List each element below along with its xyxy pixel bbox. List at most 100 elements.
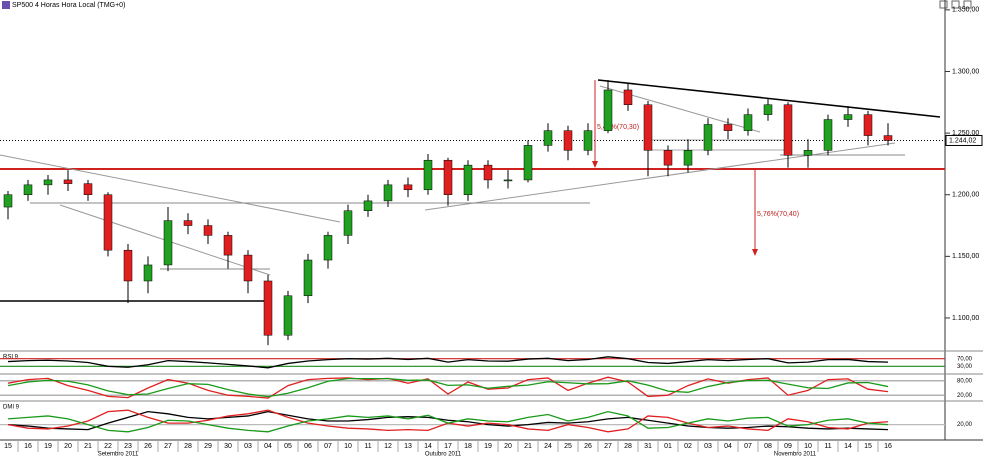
x-tick-label: 19 [484,443,492,450]
candle-body [123,249,133,282]
y-tick-label: 1.100,00 [952,315,979,322]
indicator-line [7,356,889,369]
candle-body [763,104,773,115]
x-tick-label: 05 [284,443,292,450]
x-tick-label: 30 [224,443,232,450]
x-tick-label: 28 [624,443,632,450]
x-tick-label: 03 [704,443,712,450]
x-tick-label: 21 [84,443,92,450]
x-tick-label: 18 [464,443,472,450]
y-tick-label: 1.200,00 [952,192,979,199]
panel-title: RSI 9 [3,355,19,361]
candle-body [323,235,333,261]
candle-body [363,200,373,211]
x-tick-label: 23 [124,443,132,450]
candle-body [583,130,593,151]
y-tick-label: 30,00 [957,364,973,370]
x-tick-label: 12 [384,443,392,450]
candle-body [883,135,893,141]
x-tick-label: 17 [444,443,452,450]
candle-body [663,150,673,166]
x-tick-label: 19 [44,443,52,450]
y-tick-label: 20,00 [957,393,973,399]
candle-body [383,184,393,202]
x-tick-label: 16 [884,443,892,450]
x-tick-label: 10 [804,443,812,450]
x-tick-label: 13 [404,443,412,450]
last-price-label: 1.244,02 [949,137,976,144]
control-box[interactable] [951,0,960,9]
last-price-box [945,134,983,146]
panel-title: DMI 9 [3,405,20,411]
candle-body [543,130,553,146]
x-tick-label: 20 [64,443,72,450]
control-box[interactable] [939,0,948,9]
x-tick-label: 22 [104,443,112,450]
x-tick-label: 27 [164,443,172,450]
y-tick-label: 20,00 [957,422,973,428]
arrow-head [592,161,598,168]
candle-body [283,295,293,336]
candle-body [503,179,513,182]
annotation: 5,44%(70,30) [597,124,639,131]
x-tick-label: 08 [764,443,772,450]
x-tick-label: 31 [644,443,652,450]
month-label: Outubro 2011 [425,452,462,458]
candle-body [803,150,813,156]
candle-body [463,164,473,195]
candle-body [603,89,613,131]
x-tick-label: 04 [724,443,732,450]
candle-body [403,184,413,191]
x-tick-label: 28 [184,443,192,450]
candle-body [163,220,173,266]
x-tick-label: 07 [324,443,332,450]
indicator-line [7,377,889,398]
x-tick-label: 20 [504,443,512,450]
candle-body [523,145,533,181]
trend-line [597,79,941,118]
x-tick-label: 14 [844,443,852,450]
candle-body [143,264,153,282]
candle-body [623,89,633,106]
candle-body [483,164,493,181]
control-box[interactable] [963,0,972,9]
annotation: 5,76%(70,40) [757,211,799,218]
x-tick-label: 11 [364,443,371,450]
candle-body [783,104,793,156]
y-tick-label: 1.150,00 [952,253,979,260]
candle-body [703,124,713,151]
candle-body [563,130,573,151]
candle-body [723,124,733,131]
x-tick-label: 07 [744,443,752,450]
candle-body [203,225,213,236]
x-tick-label: 11 [824,443,831,450]
arrow-head [752,249,758,256]
x-tick-label: 16 [24,443,32,450]
candle-body [303,259,313,297]
x-tick-label: 10 [344,443,352,450]
window-controls[interactable] [939,0,972,9]
candle-body [683,150,693,166]
candle-body [43,179,53,186]
x-tick-label: 15 [4,443,12,450]
candle-body [643,104,653,151]
x-tick-label: 29 [204,443,212,450]
candle-body [423,159,433,191]
x-tick-label: 26 [144,443,152,450]
symbol-icon [2,1,10,9]
candle-body [743,114,753,131]
trend-line [0,154,341,223]
month-label: Novembro 2011 [774,452,817,458]
candle-body [263,280,273,336]
candle-body [343,210,353,236]
x-tick-label: 21 [524,443,532,450]
candle-body [443,159,453,195]
y-tick-label: 1.250,00 [952,130,979,137]
x-tick-label: 14 [424,443,432,450]
y-tick-label: 80,00 [957,378,973,384]
candle-body [183,220,193,226]
candle-body [243,254,253,282]
y-tick-label: 70,00 [957,356,973,362]
candle-body [3,194,13,208]
